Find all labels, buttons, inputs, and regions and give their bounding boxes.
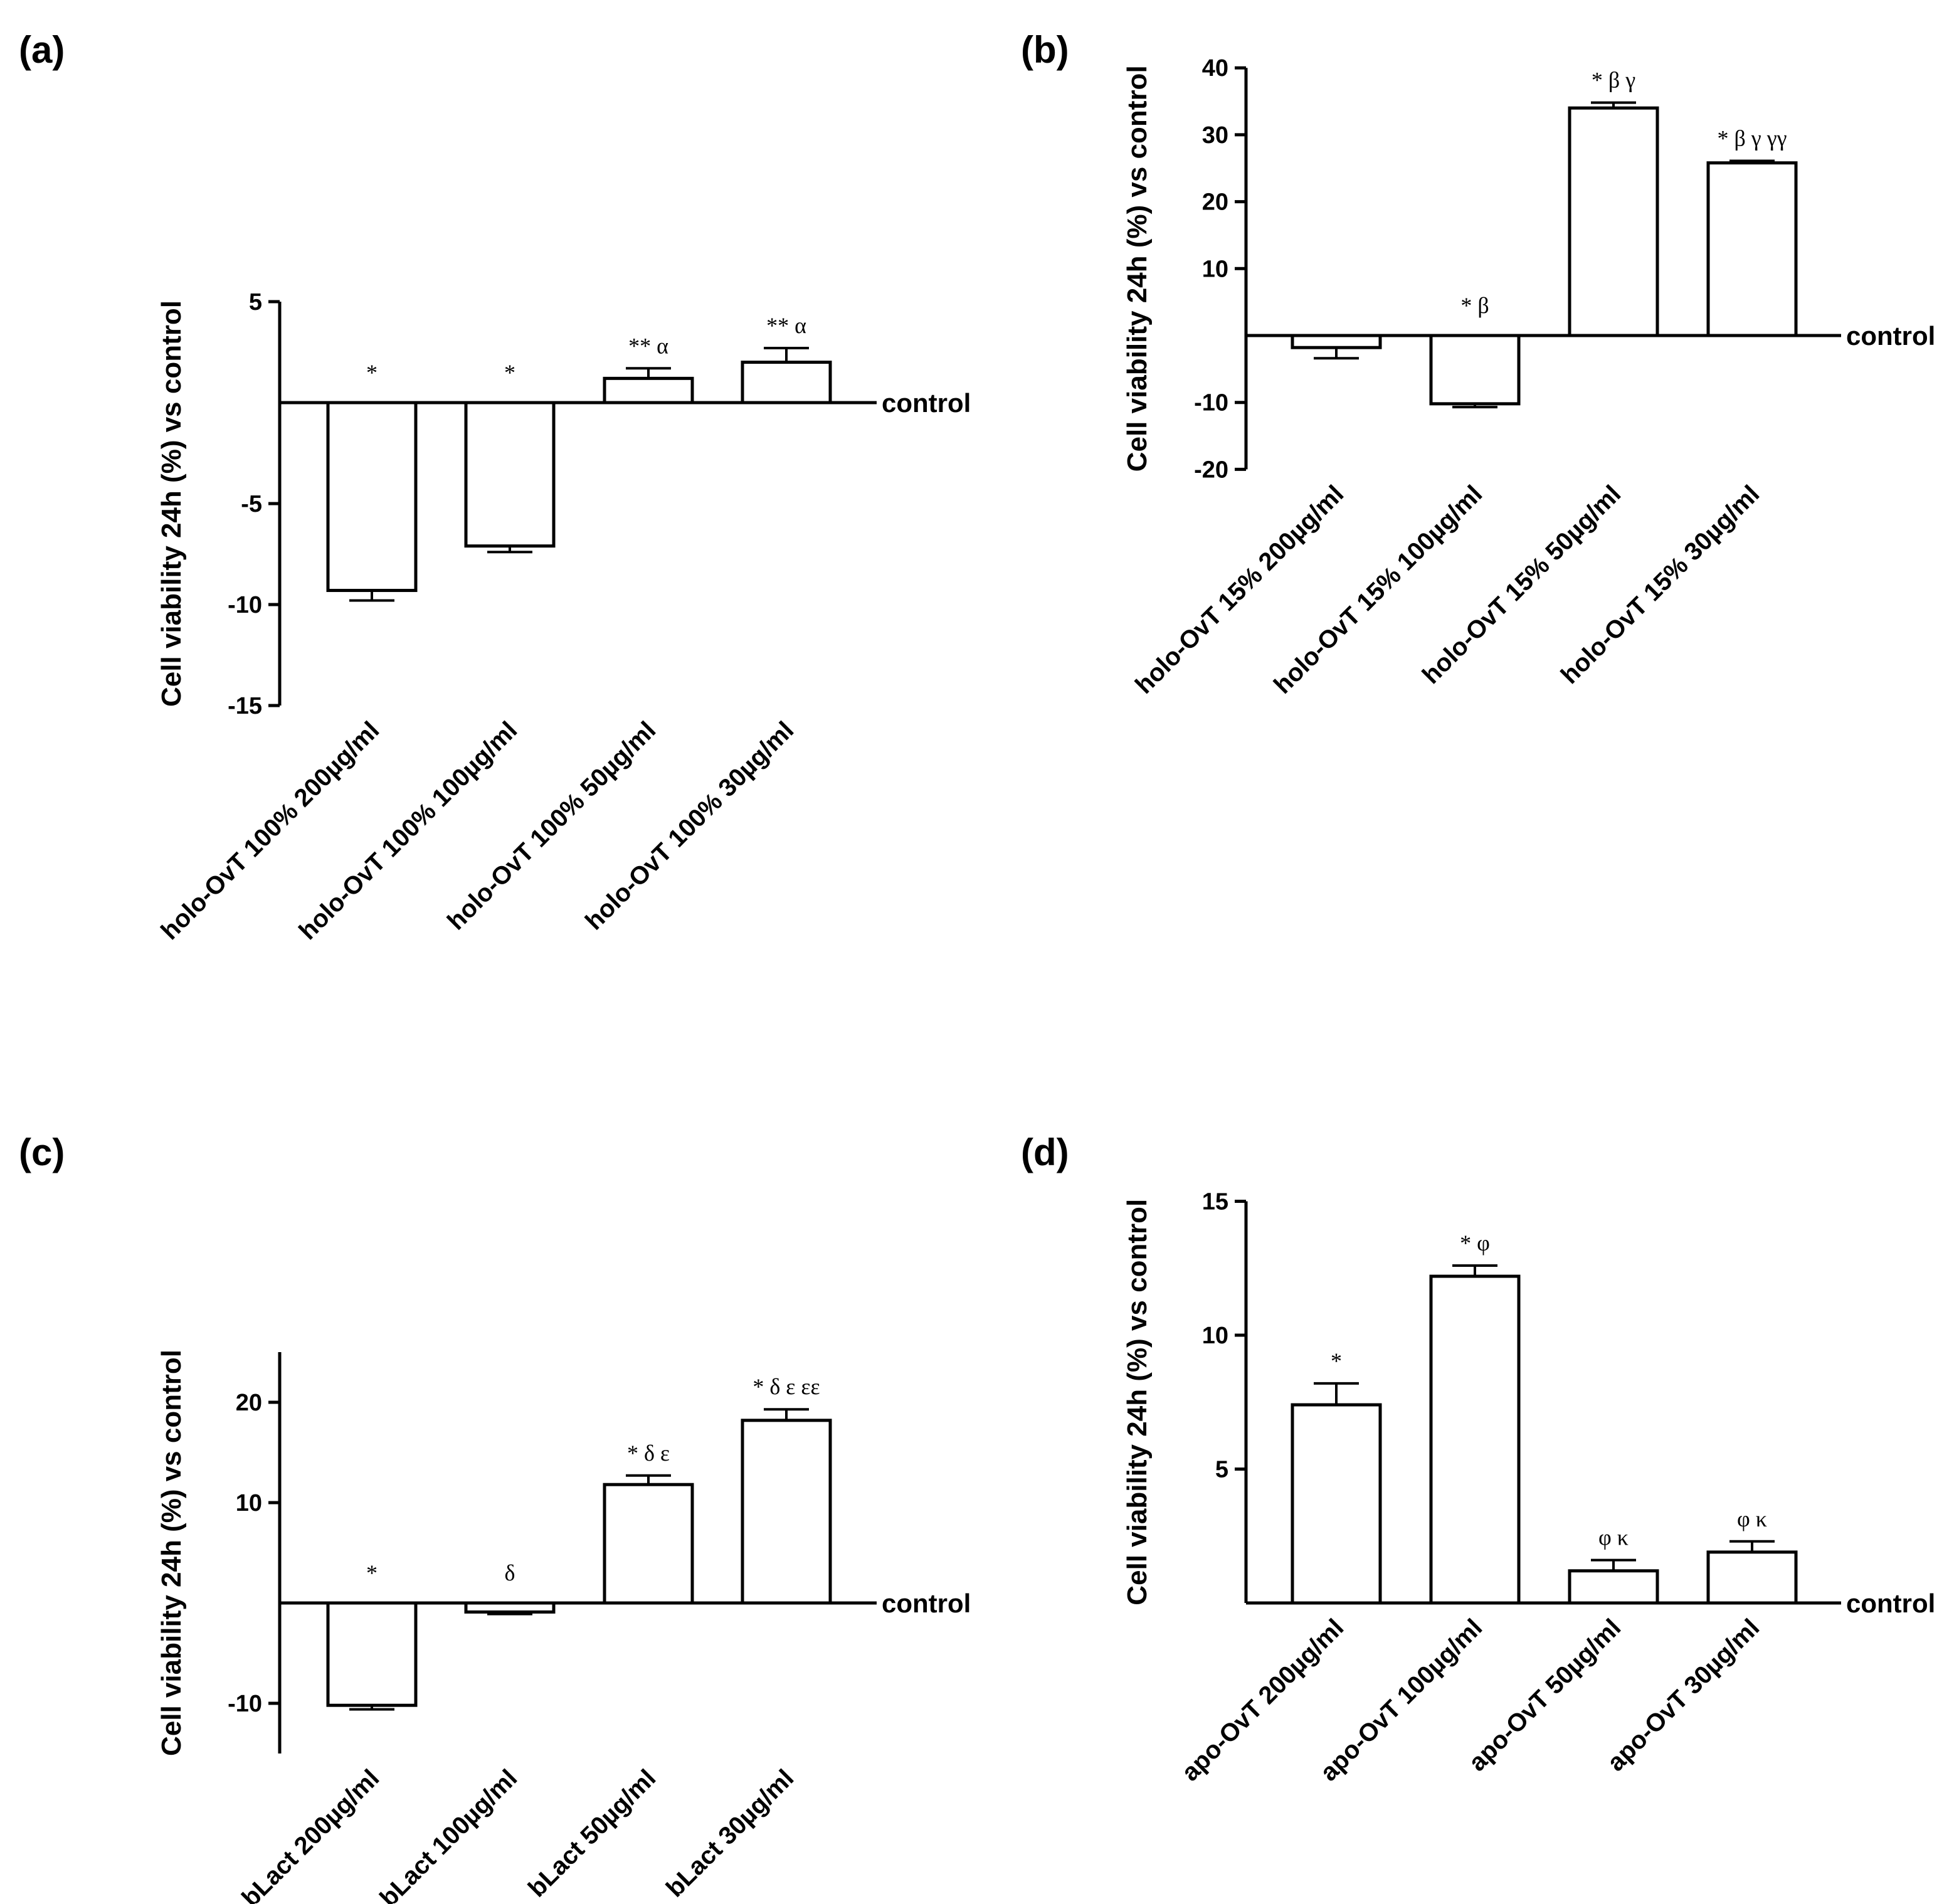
y-axis-title: Cell viability 24h (%) vs control <box>1122 1199 1153 1605</box>
y-tick-label: 20 <box>236 1390 262 1416</box>
significance-label: * δ ε <box>627 1441 670 1466</box>
y-tick-label: 10 <box>236 1490 262 1516</box>
y-tick-label: -15 <box>228 693 262 719</box>
significance-label: * φ <box>1460 1230 1490 1256</box>
bar <box>1568 1569 1659 1605</box>
bar <box>603 1483 694 1605</box>
baseline-label: control <box>882 388 971 418</box>
chart-panel-d: (d) 15 10 5 Cell viability 24h (%) vs contro… <box>1021 1131 1935 1787</box>
y-tick-label: -10 <box>228 1691 262 1717</box>
panel-label: (d) <box>1021 1131 1069 1173</box>
y-tick-label: 10 <box>1202 1323 1228 1349</box>
y-tick-label: 5 <box>249 289 262 315</box>
y-tick-label: -5 <box>241 491 262 517</box>
category-label: holo-OvT 100% 200µg/ml <box>156 716 384 945</box>
bar <box>741 361 832 405</box>
y-tick-label: -10 <box>228 592 262 618</box>
significance-label: * β <box>1460 293 1489 318</box>
bar <box>1429 1274 1521 1605</box>
significance-label: * β γ γγ <box>1717 126 1787 151</box>
significance-label: ** α <box>628 333 668 358</box>
significance-label: * <box>504 360 515 385</box>
y-tick-label: 30 <box>1202 122 1228 149</box>
panel-label: (c) <box>19 1131 65 1173</box>
category-label: holo-OvT 100% 100µg/ml <box>293 716 522 945</box>
panel-label: (b) <box>1021 29 1069 71</box>
significance-label: δ <box>505 1560 515 1585</box>
y-tick-label: 15 <box>1202 1189 1228 1215</box>
chart-panel-b: (b) 40 30 20 10 -10 -20 Cell viability 24h (%) … <box>1021 29 1935 699</box>
baseline-label: control <box>882 1589 971 1618</box>
bar <box>326 1601 418 1707</box>
significance-label: φ κ <box>1737 1506 1767 1531</box>
y-axis-title: Cell viability 24h (%) vs control <box>156 1350 187 1756</box>
category-label: bLact 50µg/ml <box>523 1764 661 1902</box>
y-tick-label: 20 <box>1202 189 1228 216</box>
bar <box>1568 106 1659 337</box>
significance-label: * <box>366 360 378 385</box>
significance-label: * <box>1331 1348 1342 1373</box>
y-tick-label: -20 <box>1194 457 1228 483</box>
bar <box>741 1419 832 1605</box>
y-axis-title: Cell viability 24h (%) vs control <box>1122 65 1153 472</box>
significance-label: * <box>366 1560 378 1585</box>
y-tick-label: 5 <box>1215 1457 1228 1483</box>
category-label: bLact 100µg/ml <box>374 1764 522 1904</box>
significance-label: * β γ <box>1592 68 1635 93</box>
y-tick-label: -10 <box>1194 390 1228 416</box>
bar <box>603 376 694 405</box>
significance-label: ** α <box>766 313 806 338</box>
bar <box>1291 1403 1382 1605</box>
bar <box>326 401 418 592</box>
significance-label: φ κ <box>1598 1525 1629 1550</box>
baseline-label: control <box>1846 321 1935 351</box>
y-tick-label: 10 <box>1202 256 1228 282</box>
baseline-label: control <box>1846 1589 1935 1618</box>
chart-panel-c: (c) 20 10 -10 Cell viability 24h (%) vs cont… <box>19 1131 971 1904</box>
y-tick-label: 40 <box>1202 55 1228 82</box>
bar <box>1706 1550 1798 1605</box>
significance-label: * δ ε εε <box>752 1374 820 1399</box>
category-label: bLact 30µg/ml <box>661 1764 799 1902</box>
y-axis-title: Cell viability 24h (%) vs control <box>156 300 187 707</box>
bar <box>464 401 556 548</box>
bar <box>1291 334 1382 349</box>
category-label: apo-OvT 50µg/ml <box>1464 1614 1627 1777</box>
category-label: apo-OvT 30µg/ml <box>1602 1614 1765 1777</box>
chart-panel-a: (a) 5 -5 -10 -15 Cell viability 24h (%) vs co… <box>19 29 971 945</box>
bar <box>1429 334 1521 406</box>
bar <box>1706 161 1798 337</box>
panel-label: (a) <box>19 29 65 71</box>
category-label: bLact 200µg/ml <box>236 1764 384 1904</box>
